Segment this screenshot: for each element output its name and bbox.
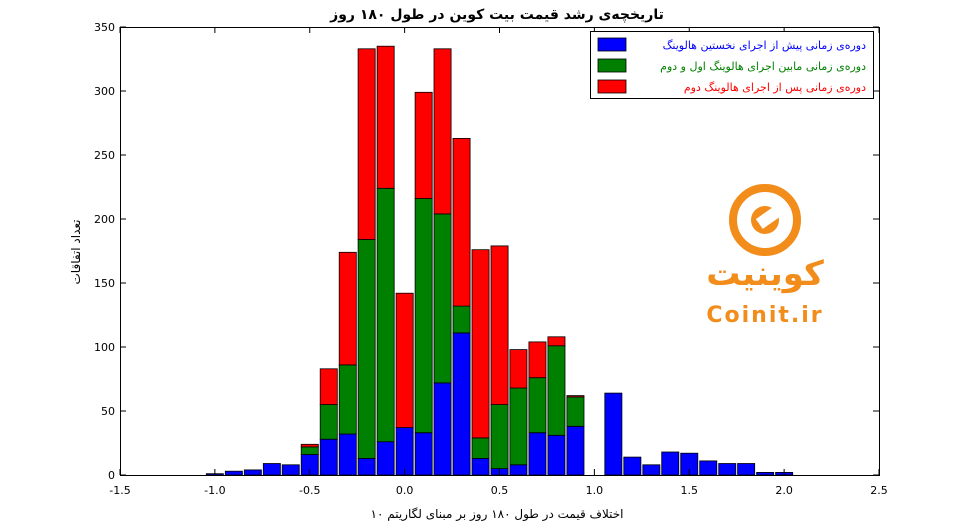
bar-series1-x0.7 <box>528 432 547 476</box>
logo-text-en: Coinit.ir <box>706 303 823 328</box>
x-tick-label: 2.5 <box>870 484 888 497</box>
bar-series3-x0.1 <box>414 91 433 199</box>
bar-series3-x0.2 <box>433 48 452 215</box>
bar-series1-x-0.3 <box>338 433 357 476</box>
bar-series2-x-0.4 <box>319 404 338 440</box>
x-axis-title: اختلاف قیمت در طول ۱۸۰ روز بر مبنای لگار… <box>371 507 624 522</box>
y-tick-label: 300 <box>94 85 115 98</box>
chart-title: تاریخچه‌ی رشد قیمت بیت کوین در طول ۱۸۰ ر… <box>329 7 664 23</box>
bar-series2-x0.2 <box>433 213 452 384</box>
x-tick-label: 1.0 <box>586 484 604 497</box>
bar-series1-x1.6 <box>699 460 718 476</box>
x-tick-label: 2.0 <box>775 484 793 497</box>
x-axis-ticks: -1.5 -1.0 -0.5 0.0 0.5 1.0 1.5 2.0 2.5 <box>109 27 888 497</box>
bar-series1-x0.2 <box>433 382 452 476</box>
y-tick-label: 50 <box>101 405 115 418</box>
bar-series1-x1.7 <box>718 463 737 476</box>
bar-series1-x0.4 <box>471 457 490 476</box>
coin-logo-icon <box>729 184 801 256</box>
x-tick-label: 0.0 <box>396 484 414 497</box>
bar-series2-x0.6 <box>509 387 528 466</box>
bar-series1-x1.2 <box>623 456 642 476</box>
bar-series1-x-0.9 <box>224 470 243 476</box>
bar-series2-x0.3 <box>452 305 471 334</box>
y-axis-title: تعداد اتفاقات <box>69 219 83 284</box>
bar-series2-x-0.5 <box>300 446 319 455</box>
bar-series3-x0.5 <box>490 245 509 405</box>
bar-series1-x0.3 <box>452 332 471 476</box>
y-tick-label: 100 <box>94 341 115 354</box>
bar-series1-x0.9 <box>566 425 585 476</box>
bar-series3-x-0.2 <box>357 48 376 240</box>
bar-series1-x1.3 <box>642 464 661 476</box>
y-tick-label: 350 <box>94 21 115 34</box>
bar-series1-x0.1 <box>414 432 433 476</box>
legend-swatch-3 <box>597 79 627 94</box>
x-tick-label: -1.5 <box>109 484 130 497</box>
legend-box <box>590 31 874 99</box>
bar-series1-x-0.1 <box>376 441 395 476</box>
bar-series2-x0.1 <box>414 198 433 434</box>
bar-series3-x-0.5 <box>300 443 319 448</box>
bar-series2-x-0.3 <box>338 364 357 435</box>
bar-series3-x0.9 <box>566 395 585 398</box>
bar-series1-x1.1 <box>604 392 623 476</box>
bar-series1-x1.9 <box>756 471 775 476</box>
bar-series1-x-0.2 <box>357 457 376 476</box>
bar-series2-x-0.2 <box>357 239 376 459</box>
x-tick-label: 0.5 <box>491 484 509 497</box>
legend-label-1: دوره‌ی زمانی پیش از اجرای نخستین هالوینگ <box>663 39 867 52</box>
bar-series1-x-0.7 <box>262 463 281 476</box>
bar-series2-x0.7 <box>528 377 547 434</box>
bar-series1-x0 <box>395 427 414 476</box>
bar-series1-x-0.8 <box>243 469 262 476</box>
coin-logo-cut <box>755 201 788 229</box>
legend-label-2: دوره‌ی زمانی مابین اجرای هالوینگ اول و د… <box>660 60 866 73</box>
bar-series1-x-0.4 <box>319 438 338 476</box>
y-tick-label: 150 <box>94 277 115 290</box>
bar-series3-x0 <box>395 292 414 429</box>
bar-series3-x-0.1 <box>376 45 395 189</box>
bar-series1-x1.8 <box>737 463 756 476</box>
bars-group <box>205 45 794 476</box>
x-tick-label: 1.5 <box>681 484 699 497</box>
bar-series3-x0.4 <box>471 249 490 439</box>
bar-series3-x0.8 <box>547 336 566 347</box>
coinit-logo: کوینیت Coinit.ir <box>706 184 824 328</box>
x-tick-label: -1.0 <box>204 484 225 497</box>
bar-series3-x0.7 <box>528 341 547 379</box>
legend-label-3: دوره‌ی زمانی پس از اجرای هالوینگ دوم <box>684 81 866 94</box>
bar-series3-x0.3 <box>452 137 471 307</box>
bar-series2-x0.8 <box>547 345 566 436</box>
bar-series1-x-0.6 <box>281 464 300 476</box>
bar-series3-x-0.3 <box>338 251 357 366</box>
bar-series1-x1.4 <box>661 451 680 476</box>
bar-series1-x0.6 <box>509 464 528 476</box>
legend-swatch-2 <box>597 58 627 73</box>
y-axis-ticks: 0 50 100 150 200 250 300 350 <box>94 21 879 482</box>
legend-swatch-1 <box>597 37 627 52</box>
bar-series3-x0.6 <box>509 349 528 389</box>
logo-text-fa: کوینیت <box>706 254 824 294</box>
x-tick-label: -0.5 <box>299 484 320 497</box>
bar-series3-x-0.4 <box>319 368 338 405</box>
legend: دوره‌ی زمانی پیش از اجرای نخستین هالوینگ… <box>590 31 874 99</box>
y-tick-label: 250 <box>94 149 115 162</box>
y-tick-label: 200 <box>94 213 115 226</box>
bar-series2-x-0.1 <box>376 187 395 443</box>
bar-series2-x0.5 <box>490 404 509 470</box>
bar-series1-x0.8 <box>547 434 566 476</box>
y-tick-label: 0 <box>108 469 115 482</box>
bar-series2-x0.4 <box>471 437 490 459</box>
bar-series2-x0.9 <box>566 396 585 427</box>
